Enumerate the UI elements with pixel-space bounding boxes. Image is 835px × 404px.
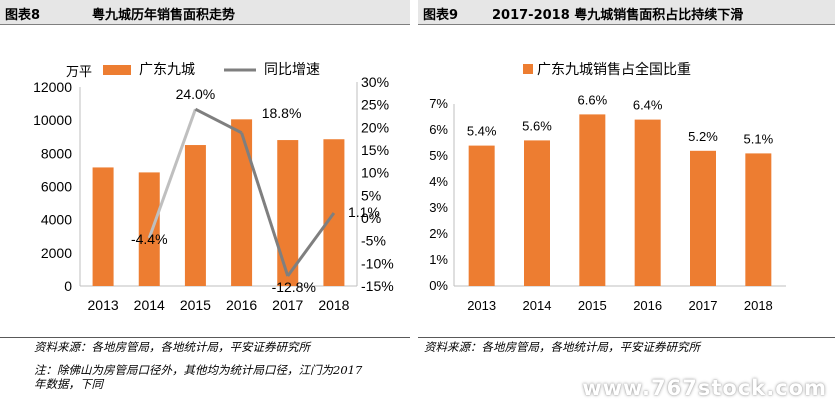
bar-2015 (184, 145, 206, 286)
x-tick-label: 2015 (578, 298, 607, 313)
bar-2014 (138, 172, 160, 286)
y-tick-label: 7% (429, 96, 448, 111)
legend: 广东九城销售占全国比重 (523, 61, 691, 77)
legend-swatch-bar (523, 64, 533, 74)
right-y-tick-label: 20% (361, 119, 389, 135)
bar-2017 (277, 140, 299, 286)
right-y-tick-label: 30% (361, 74, 389, 90)
figure-8-note-line2: 年数据，下同 (34, 377, 103, 391)
x-tick-label: 2017 (272, 297, 303, 313)
yoy-line-segment (286, 212, 336, 277)
y-tick-label: 3% (429, 200, 448, 215)
share-of-national-chart: 广东九城销售占全国比重 0% 1% 2% 3% 4% 5% 6% 7% 5.4% 5.6% 6.6%… (429, 61, 786, 313)
yoy-data-label: 1.1% (348, 204, 380, 220)
yoy-line-segment (240, 132, 290, 277)
bar-2013 (468, 145, 495, 286)
left-y-tick-label: 0 (64, 278, 72, 294)
x-tick-label: 2018 (318, 297, 349, 313)
bar-2014 (524, 140, 550, 286)
legend-label-line: 同比增速 (264, 61, 320, 77)
right-y-tick-label: 5% (361, 187, 381, 203)
right-y-tick-label: 0% (361, 210, 381, 226)
x-tick-label: 2013 (467, 298, 496, 313)
left-y-tick-label: 2000 (41, 245, 72, 261)
x-tick-label: 2017 (689, 298, 718, 313)
x-tick-label: 2018 (744, 298, 773, 313)
share-data-label: 5.1% (744, 131, 774, 146)
left-y-tick-label: 6000 (41, 179, 72, 195)
x-tick-label: 2014 (523, 298, 552, 313)
legend: 广东九城 同比增速 (103, 61, 320, 77)
legend-label-bar: 广东九城销售占全国比重 (537, 61, 691, 77)
right-y-tick-label: 25% (361, 97, 389, 113)
bar-2018 (323, 139, 345, 286)
bar-2017 (690, 150, 716, 286)
legend-swatch-bar (103, 65, 131, 75)
share-data-label: 6.4% (633, 98, 663, 113)
sales-area-chart: 万平 广东九城 同比增速 0 2000 4000 6000 8000 10000 12000… (33, 61, 394, 313)
bar-2018 (745, 153, 772, 286)
left-y-tick-label: 4000 (41, 212, 72, 228)
yoy-data-label: -12.8% (272, 279, 316, 295)
yoy-line-segment (194, 107, 243, 135)
share-data-label: 5.4% (467, 124, 497, 139)
bar-2015 (579, 114, 606, 287)
share-data-label: 6.6% (578, 92, 608, 107)
share-data-label: 5.2% (688, 129, 718, 144)
y-tick-label: 6% (429, 122, 448, 137)
y-tick-label: 4% (429, 174, 448, 189)
figure-9-rule (418, 337, 835, 338)
figure-9-title-bar: 图表9 2017-2018 粤九城销售面积占比持续下滑 (418, 0, 835, 25)
share-data-label: 5.6% (522, 118, 552, 133)
y-tick-label: 5% (429, 148, 448, 163)
left-y-tick-label: 12000 (33, 79, 72, 95)
y-tick-label: 2% (429, 226, 448, 241)
figure-8-panel: 图表8 粤九城历年销售面积走势 万平 广东九城 同比增速 0 2000 4000 60… (0, 0, 410, 404)
figure-8-title: 粤九城历年销售面积走势 (92, 8, 236, 23)
figure-8-title-bar: 图表8 粤九城历年销售面积走势 (0, 0, 410, 25)
x-tick-label: 2015 (180, 297, 211, 313)
figure-8-number: 图表8 (5, 8, 41, 23)
y-tick-label: 0% (429, 278, 448, 293)
yoy-line-segment (147, 108, 197, 239)
figure-9-panel: 图表9 2017-2018 粤九城销售面积占比持续下滑 广东九城销售占全国比重 … (418, 0, 835, 404)
x-tick-label: 2016 (633, 298, 662, 313)
yoy-data-label: 18.8% (262, 105, 302, 121)
left-y-tick-label: 10000 (33, 112, 72, 128)
right-y-tick-label: -15% (361, 278, 394, 294)
watermark: www.767stock.com (582, 376, 827, 400)
figure-8-note-line1: 注：除佛山为房管局口径外，其他均为统计局口径，江门为2017 (34, 363, 363, 377)
x-tick-label: 2016 (226, 297, 257, 313)
figure-9-source: 资料来源：各地房管局，各地统计局，平安证券研究所 (424, 340, 700, 354)
yoy-data-label: 24.0% (176, 86, 216, 102)
right-y-tick-label: 10% (361, 165, 389, 181)
figure-9-number: 图表9 (423, 8, 459, 23)
left-y-unit: 万平 (66, 64, 92, 79)
right-y-tick-label: -10% (361, 255, 394, 271)
x-tick-label: 2013 (88, 297, 119, 313)
x-tick-label: 2014 (134, 297, 165, 313)
bar-2013 (92, 167, 114, 286)
figure-9-title: 2017-2018 粤九城销售面积占比持续下滑 (492, 8, 744, 23)
yoy-data-label: -4.4% (131, 231, 168, 247)
bar-2016 (231, 119, 253, 287)
left-y-tick-label: 8000 (41, 145, 72, 161)
y-tick-label: 1% (429, 252, 448, 267)
legend-label-bar: 广东九城 (139, 61, 195, 77)
figure-8-source: 资料来源：各地房管局，各地统计局，平安证券研究所 (34, 340, 310, 354)
right-y-tick-label: 15% (361, 142, 389, 158)
figure-8-rule (0, 337, 410, 338)
bar-2016 (634, 119, 661, 286)
right-y-tick-label: -5% (361, 233, 386, 249)
